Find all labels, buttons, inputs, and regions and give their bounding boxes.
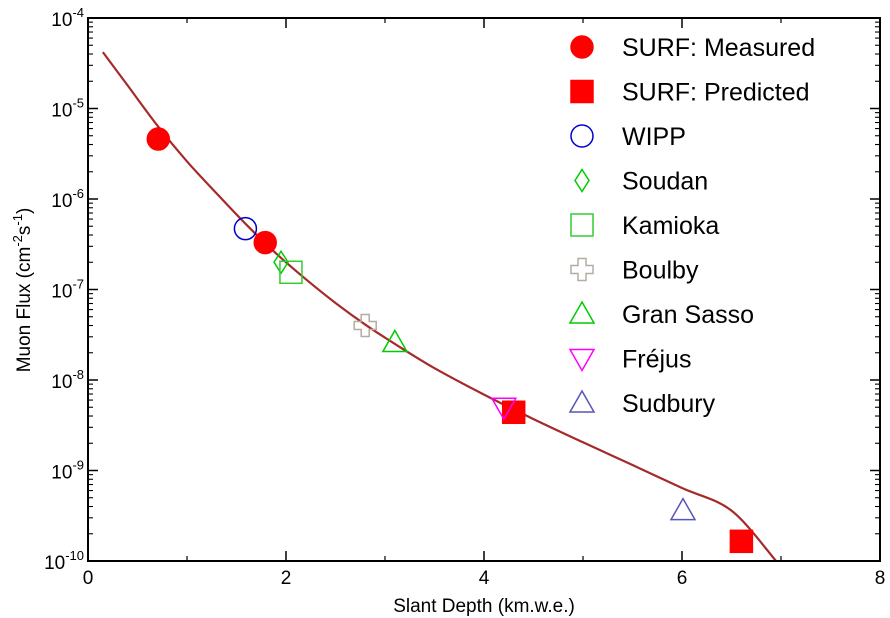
legend-label-0: SURF: Measured bbox=[622, 34, 815, 62]
legend-label-6: Gran Sasso bbox=[622, 301, 754, 329]
data-point-2-0 bbox=[233, 216, 258, 241]
x-tick-label-0: 0 bbox=[83, 568, 94, 589]
data-point-4-0 bbox=[279, 260, 303, 285]
legend-label-2: WIPP bbox=[622, 123, 686, 151]
legend-marker-2 bbox=[570, 124, 594, 148]
data-point-0-1 bbox=[253, 230, 277, 255]
x-tick-label-2: 4 bbox=[479, 568, 490, 589]
y-axis-label: Muon Flux (cm-2s-1) bbox=[10, 208, 35, 373]
legend-marker-5 bbox=[570, 257, 594, 282]
legend-marker-4 bbox=[570, 213, 594, 237]
data-point-6-0 bbox=[381, 328, 409, 353]
y-tick-label-3: 10-7 bbox=[51, 277, 84, 303]
y-tick-label-5: 10-5 bbox=[51, 96, 84, 122]
data-point-7-0 bbox=[490, 397, 518, 421]
legend-label-8: Sudbury bbox=[622, 390, 716, 418]
data-point-5-0 bbox=[353, 313, 377, 338]
data-point-1-1 bbox=[729, 529, 754, 554]
y-axis-label-exp1: -2 bbox=[10, 235, 25, 247]
y-tick-label-1: 10-9 bbox=[51, 458, 84, 484]
legend-label-3: Soudan bbox=[622, 168, 708, 196]
legend-label-4: Kamioka bbox=[622, 212, 719, 240]
legend: SURF: Measured SURF: Predicted WIPP Soudan K… bbox=[568, 34, 815, 418]
data-point-3-0 bbox=[273, 249, 289, 275]
x-tick-label-4: 8 bbox=[875, 568, 886, 589]
axis-ticks-layer: 0 2 4 6 8 10-10 10-9 10-8 10-7 10-6 10-5 10-4 bbox=[44, 5, 885, 589]
y-tick-label-2: 10-8 bbox=[51, 367, 84, 393]
legend-marker-7 bbox=[568, 348, 596, 373]
data-point-0-0 bbox=[146, 127, 171, 151]
legend-label-7: Fréjus bbox=[622, 346, 691, 374]
y-tick-label-4: 10-6 bbox=[51, 186, 84, 212]
legend-marker-3 bbox=[574, 168, 590, 193]
fit-curve-layer bbox=[101, 51, 777, 562]
data-point-1-0 bbox=[501, 400, 526, 425]
x-tick-label-3: 6 bbox=[677, 568, 688, 589]
legend-label-1: SURF: Predicted bbox=[622, 79, 810, 107]
x-tick-label-1: 2 bbox=[281, 568, 292, 589]
legend-marker-6 bbox=[568, 300, 596, 324]
legend-marker-1 bbox=[570, 79, 594, 104]
y-tick-label-6: 10-4 bbox=[51, 5, 84, 31]
legend-marker-0 bbox=[570, 35, 594, 59]
y-axis-label-end: ) bbox=[14, 208, 35, 214]
x-axis-label: Slant Depth (km.w.e.) bbox=[393, 596, 575, 617]
fit-curve bbox=[101, 51, 777, 562]
data-points-layer bbox=[146, 127, 754, 554]
legend-label-5: Boulby bbox=[622, 257, 699, 285]
y-axis-label-main: Muon Flux (cm bbox=[14, 247, 35, 373]
y-axis-label-mid: s bbox=[14, 226, 35, 236]
y-tick-label-0: 10-10 bbox=[44, 548, 84, 574]
legend-marker-8 bbox=[568, 389, 596, 413]
data-point-8-0 bbox=[669, 497, 697, 521]
y-axis-label-exp2: -1 bbox=[10, 214, 25, 226]
